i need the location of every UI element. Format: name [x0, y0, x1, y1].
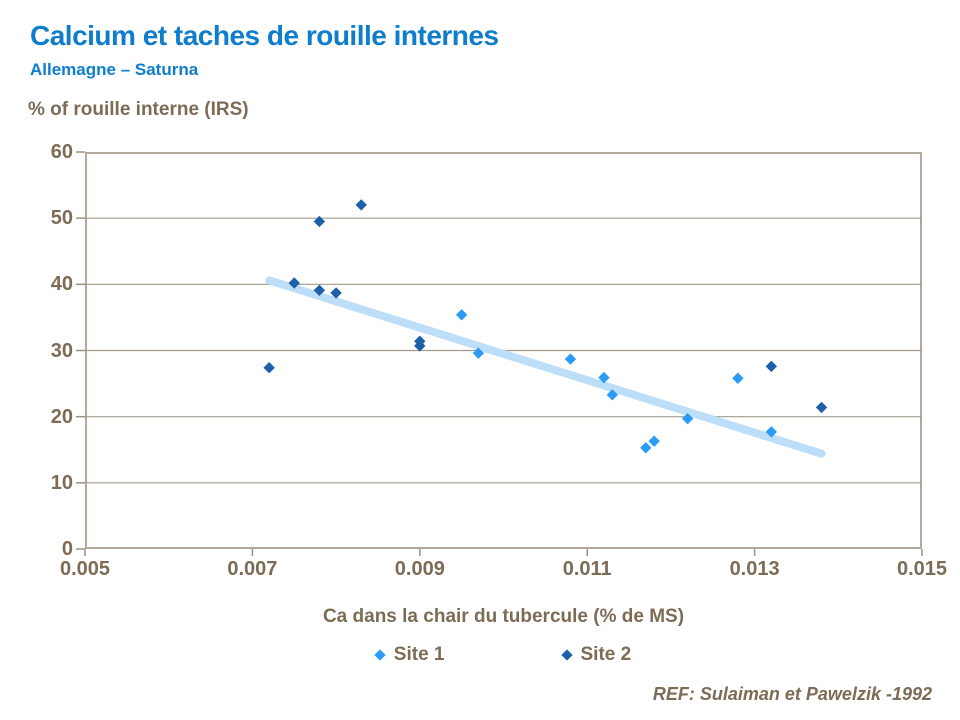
x-tick-label: 0.011: [562, 558, 612, 580]
data-point-site-1: [681, 412, 694, 425]
y-tick-label: 20: [50, 405, 73, 428]
data-point-site-1: [455, 309, 468, 321]
data-point-site-1: [606, 389, 619, 401]
data-point-site-1: [640, 442, 652, 454]
data-point-site-2: [815, 401, 828, 414]
data-point-site-2: [765, 360, 778, 373]
data-point-site-1: [648, 435, 660, 447]
y-tick-label: 10: [50, 471, 73, 494]
chart-title: Calcium et taches de rouille internes: [30, 20, 499, 51]
plot-area: [76, 151, 923, 556]
site-2-diamond-icon: [560, 649, 573, 661]
data-point-site-1: [564, 353, 577, 365]
data-point-site-2: [414, 340, 426, 352]
data-point-site-2: [313, 284, 326, 296]
legend-item-site-1: Site 1: [374, 644, 445, 666]
data-point-site-2: [288, 277, 300, 289]
y-tick-label: 40: [50, 273, 73, 296]
chart-subtitle: Allemagne – Saturna: [30, 60, 199, 79]
data-point-site-2: [313, 215, 326, 228]
data-point-site-1: [732, 372, 744, 384]
data-point-site-2: [355, 199, 367, 211]
x-tick-label: 0.015: [896, 558, 948, 580]
site-1-diamond-icon: [374, 649, 386, 661]
data-point-site-1: [765, 426, 778, 438]
data-point-site-2: [263, 362, 275, 374]
x-tick-label: 0.005: [59, 558, 111, 580]
legend-label-site-1: Site 1: [393, 644, 445, 665]
plot-svg: [76, 151, 923, 556]
y-tick-label: 60: [50, 141, 73, 163]
data-point-site-1: [598, 371, 610, 384]
y-tick-label: 0: [61, 538, 73, 560]
x-axis-title: Ca dans la chair du tubercule (% de MS): [322, 606, 685, 627]
y-tick-label: 50: [50, 207, 73, 230]
y-tick-label: 30: [50, 339, 73, 362]
trendline: [265, 276, 826, 458]
legend-label-site-2: Site 2: [580, 644, 632, 665]
y-axis-unit-label: % of rouille interne (IRS): [28, 99, 249, 120]
x-tick-label: 0.009: [394, 558, 445, 580]
legend: Site 1 Site 2: [85, 644, 922, 666]
data-point-site-2: [330, 287, 342, 299]
legend-item-site-2: Site 2: [560, 644, 632, 666]
reference-citation: REF: Sulaiman et Pawelzik -1992: [652, 684, 932, 704]
data-point-site-1: [472, 347, 485, 359]
x-tick-label: 0.013: [729, 558, 780, 580]
x-tick-label: 0.007: [227, 558, 278, 580]
